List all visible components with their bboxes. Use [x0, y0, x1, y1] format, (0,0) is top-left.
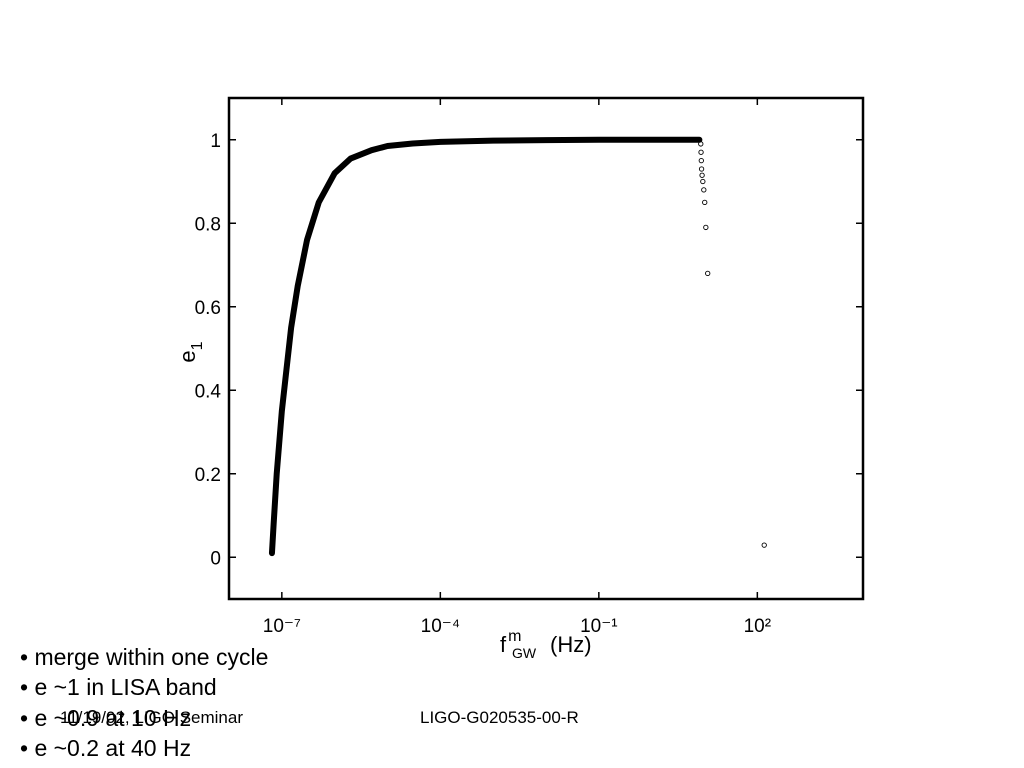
- bullet: • merge within one cycle: [20, 644, 268, 670]
- data-point: [703, 224, 709, 231]
- data-point: [702, 199, 708, 206]
- footer-right: LIGO-G020535-00-R: [420, 708, 579, 727]
- x-tick-label: 10⁻¹: [580, 616, 618, 637]
- bullet: • e ~0.2 at 40 Hz: [20, 735, 191, 761]
- data-point: [699, 172, 705, 178]
- data-point: [698, 149, 704, 155]
- x-tick-label: 10⁻⁷: [263, 616, 301, 637]
- data-curve: [268, 136, 703, 557]
- data-point: [761, 542, 767, 548]
- data-point: [698, 166, 705, 172]
- y-tick-label: 1: [210, 131, 221, 152]
- y-tick-label: 0.4: [195, 381, 222, 402]
- x-axis-label: f m GW (Hz): [500, 628, 592, 661]
- y-axis-label: e1: [175, 341, 206, 362]
- y-tick-label: 0: [210, 548, 221, 569]
- bullet: • e ~1 in LISA band: [20, 674, 217, 700]
- y-tick-label: 0.6: [195, 298, 221, 319]
- data-point: [698, 157, 704, 164]
- plot-frame: [227, 96, 865, 601]
- y-tick-label: 0.2: [195, 465, 221, 486]
- bullet: • e ~0.9 at 10 Hz: [20, 705, 191, 731]
- footer-left: 11/19/02, LIGO Seminar: [60, 708, 243, 727]
- y-tick-label: 0.8: [195, 214, 221, 235]
- data-point: [701, 187, 707, 193]
- x-tick-label: 10⁻⁴: [421, 616, 460, 637]
- x-tick-label: 10²: [744, 616, 771, 637]
- data-point: [700, 178, 706, 185]
- data-point: [705, 270, 711, 276]
- data-point: [698, 141, 704, 147]
